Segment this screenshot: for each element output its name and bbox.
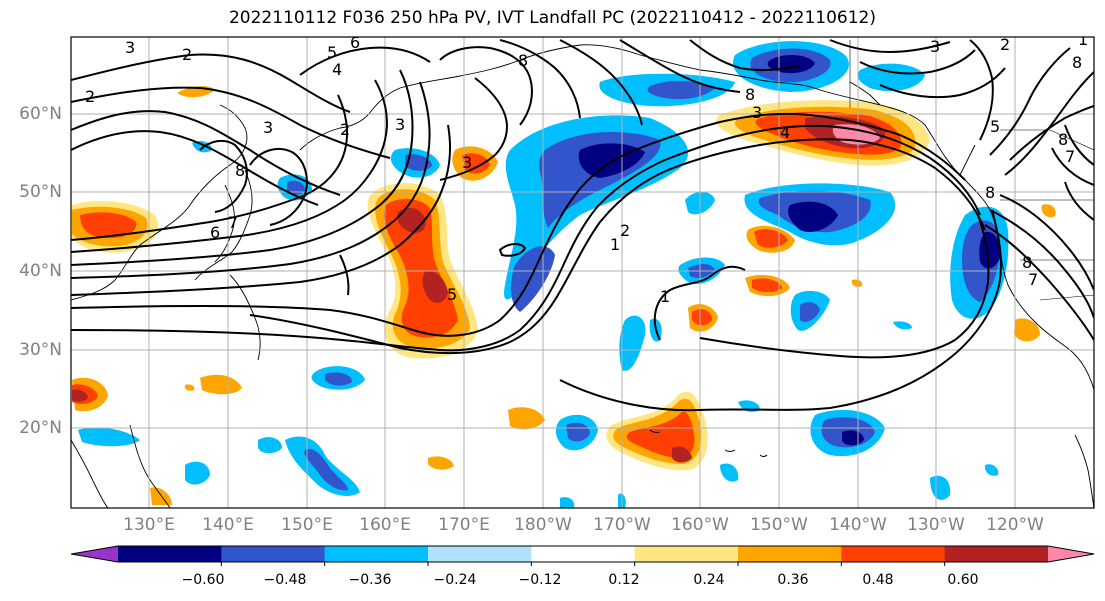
colorbar-swatch <box>428 546 532 562</box>
contour-label: 2 <box>85 87 95 106</box>
lat-label: 30°N <box>19 340 62 360</box>
lon-label: 140°W <box>829 515 887 535</box>
colorbar <box>70 545 1095 566</box>
lon-label: 160°E <box>359 515 411 535</box>
lon-label: 130°W <box>907 515 965 535</box>
contour-label: 1 <box>1078 30 1088 49</box>
contour-label: 4 <box>780 123 790 142</box>
contour-label: 7 <box>228 213 238 232</box>
contour-label: 2 <box>182 45 192 64</box>
colorbar-swatch <box>531 546 636 562</box>
lon-label: 170°E <box>438 515 490 535</box>
contour-label: 8 <box>745 85 755 104</box>
contour-label: 4 <box>332 60 342 79</box>
contour-label: 8 <box>1072 53 1082 72</box>
colorbar-swatch <box>118 546 222 562</box>
ivt-positive-anomalies <box>72 86 1056 505</box>
colorbar-swatch <box>221 546 326 562</box>
colorbar-tick-label: −0.60 <box>181 572 225 588</box>
lat-label: 60°N <box>19 104 62 124</box>
contour-label: 3 <box>395 115 405 134</box>
lon-label: 170°W <box>593 515 651 535</box>
contour-label: 8 <box>985 183 995 202</box>
colorbar-tick-label: −0.36 <box>348 572 392 588</box>
contour-label: 6 <box>350 33 360 52</box>
colorbar-tick-label: −0.48 <box>263 572 307 588</box>
pv-contours <box>71 39 1094 412</box>
contour-label: 5 <box>990 117 1000 136</box>
colorbar-swatch <box>841 546 946 562</box>
contour-label: 3 <box>930 37 940 56</box>
colorbar-tick-label: 0.12 <box>608 572 640 588</box>
colorbar-extend-max <box>1048 546 1094 562</box>
contour-label: 1 <box>660 287 670 306</box>
colorbar-outline <box>70 545 1095 563</box>
contour-label: 3 <box>263 118 273 137</box>
lon-label: 130°E <box>123 515 175 535</box>
contour-label: 3 <box>752 103 762 122</box>
contour-label: 6 <box>210 223 220 242</box>
lon-label: 140°E <box>202 515 254 535</box>
colorbar-tick-label: 0.24 <box>693 572 725 588</box>
figure-title: 2022110112 F036 250 hPa PV, IVT Landfall… <box>228 8 876 28</box>
colorbar-tick-label: −0.24 <box>433 572 477 588</box>
grid <box>71 37 1094 508</box>
contour-label: 8 <box>1058 130 1068 149</box>
pv-contour-labels: 3 2 5 6 4 2 3 2 3 8 6 7 3 8 1 1 2 3 4 8 … <box>85 30 1088 306</box>
colorbar-swatch <box>324 546 429 562</box>
colorbar-tick-label: 0.60 <box>947 572 979 588</box>
lat-label: 40°N <box>19 261 62 281</box>
contour-label: 3 <box>125 38 135 57</box>
contour-label: 2 <box>1000 35 1010 54</box>
contour-label: 7 <box>1065 147 1075 166</box>
colorbar-swatch <box>634 546 739 562</box>
contour-label: 2 <box>340 120 350 139</box>
contour-label: 7 <box>1028 270 1038 289</box>
contour-label: 1 <box>610 235 620 254</box>
contour-label: 8 <box>518 51 528 70</box>
lon-label: 180°W <box>514 515 572 535</box>
lon-label: 160°W <box>671 515 729 535</box>
lon-label: 150°W <box>750 515 808 535</box>
colorbar-tick-label: −0.12 <box>518 572 562 588</box>
contour-label: 2 <box>620 221 630 240</box>
map-frame <box>70 36 1095 509</box>
contour-label: 5 <box>447 285 457 304</box>
contour-label: 5 <box>327 43 337 62</box>
contour-label: 8 <box>1022 253 1032 272</box>
colorbar-swatch <box>944 546 1049 562</box>
coastlines <box>71 40 1094 508</box>
colorbar-swatch <box>738 546 842 562</box>
lat-label: 50°N <box>19 182 62 202</box>
colorbar-tick-label: 0.48 <box>862 572 894 588</box>
lat-label: 20°N <box>19 418 62 438</box>
colorbar-tick-label: 0.36 <box>777 572 809 588</box>
contour-label: 8 <box>235 161 245 180</box>
lon-label: 150°E <box>281 515 333 535</box>
lon-label: 120°W <box>986 515 1044 535</box>
colorbar-extend-min <box>71 546 118 562</box>
contour-label: 3 <box>462 153 472 172</box>
